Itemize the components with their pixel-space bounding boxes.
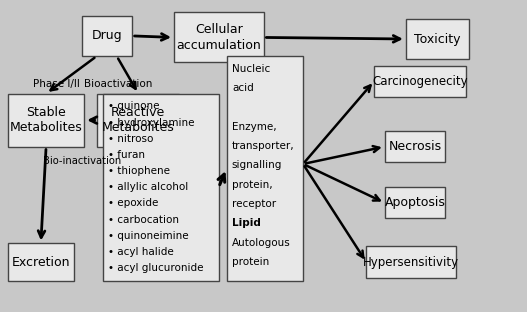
- Text: protein,: protein,: [232, 180, 272, 190]
- Text: Necrosis: Necrosis: [388, 140, 442, 153]
- Text: • acyl halide: • acyl halide: [108, 247, 174, 257]
- Text: Stable
Metabolites: Stable Metabolites: [9, 106, 83, 134]
- Text: Hypersensitivity: Hypersensitivity: [363, 256, 459, 269]
- Text: Nucleic: Nucleic: [232, 64, 270, 74]
- FancyBboxPatch shape: [385, 131, 445, 162]
- Text: Apoptosis: Apoptosis: [385, 196, 445, 209]
- Text: • furan: • furan: [108, 150, 145, 160]
- Text: transporter,: transporter,: [232, 141, 295, 151]
- FancyBboxPatch shape: [8, 94, 84, 147]
- Text: Lipid: Lipid: [232, 218, 261, 228]
- Text: Enzyme,: Enzyme,: [232, 122, 277, 132]
- Text: receptor: receptor: [232, 199, 276, 209]
- Text: • allylic alcohol: • allylic alcohol: [108, 182, 188, 192]
- Text: • quinoneimine: • quinoneimine: [108, 231, 189, 241]
- Text: Reactive
Metabolites: Reactive Metabolites: [102, 106, 175, 134]
- FancyBboxPatch shape: [82, 16, 132, 56]
- Text: protein: protein: [232, 257, 269, 267]
- Text: Phase I/II: Phase I/II: [34, 79, 80, 89]
- FancyBboxPatch shape: [406, 19, 469, 59]
- Text: signalling: signalling: [232, 160, 282, 170]
- Text: • carbocation: • carbocation: [108, 215, 179, 225]
- Text: Autologous: Autologous: [232, 237, 290, 247]
- FancyBboxPatch shape: [385, 187, 445, 218]
- Text: • hydroxylamine: • hydroxylamine: [108, 118, 194, 128]
- Text: • quinone: • quinone: [108, 101, 160, 111]
- FancyBboxPatch shape: [366, 246, 456, 278]
- FancyBboxPatch shape: [8, 243, 74, 281]
- Text: Bio-inactivation: Bio-inactivation: [43, 156, 121, 166]
- FancyBboxPatch shape: [227, 56, 303, 281]
- Text: Cellular
accumulation: Cellular accumulation: [177, 23, 261, 52]
- FancyBboxPatch shape: [97, 94, 179, 147]
- Text: Drug: Drug: [91, 29, 122, 42]
- Text: • acyl glucuronide: • acyl glucuronide: [108, 263, 203, 273]
- Text: Excretion: Excretion: [12, 256, 70, 269]
- Text: acid: acid: [232, 83, 253, 93]
- FancyBboxPatch shape: [174, 12, 264, 62]
- Text: • nitroso: • nitroso: [108, 134, 153, 144]
- Text: Carcinogenecity: Carcinogenecity: [373, 75, 468, 88]
- Text: Bioactivation: Bioactivation: [84, 79, 153, 89]
- FancyBboxPatch shape: [103, 94, 219, 281]
- Text: Toxicity: Toxicity: [414, 32, 461, 46]
- Text: • epoxide: • epoxide: [108, 198, 159, 208]
- FancyBboxPatch shape: [374, 66, 466, 97]
- Text: • thiophene: • thiophene: [108, 166, 170, 176]
